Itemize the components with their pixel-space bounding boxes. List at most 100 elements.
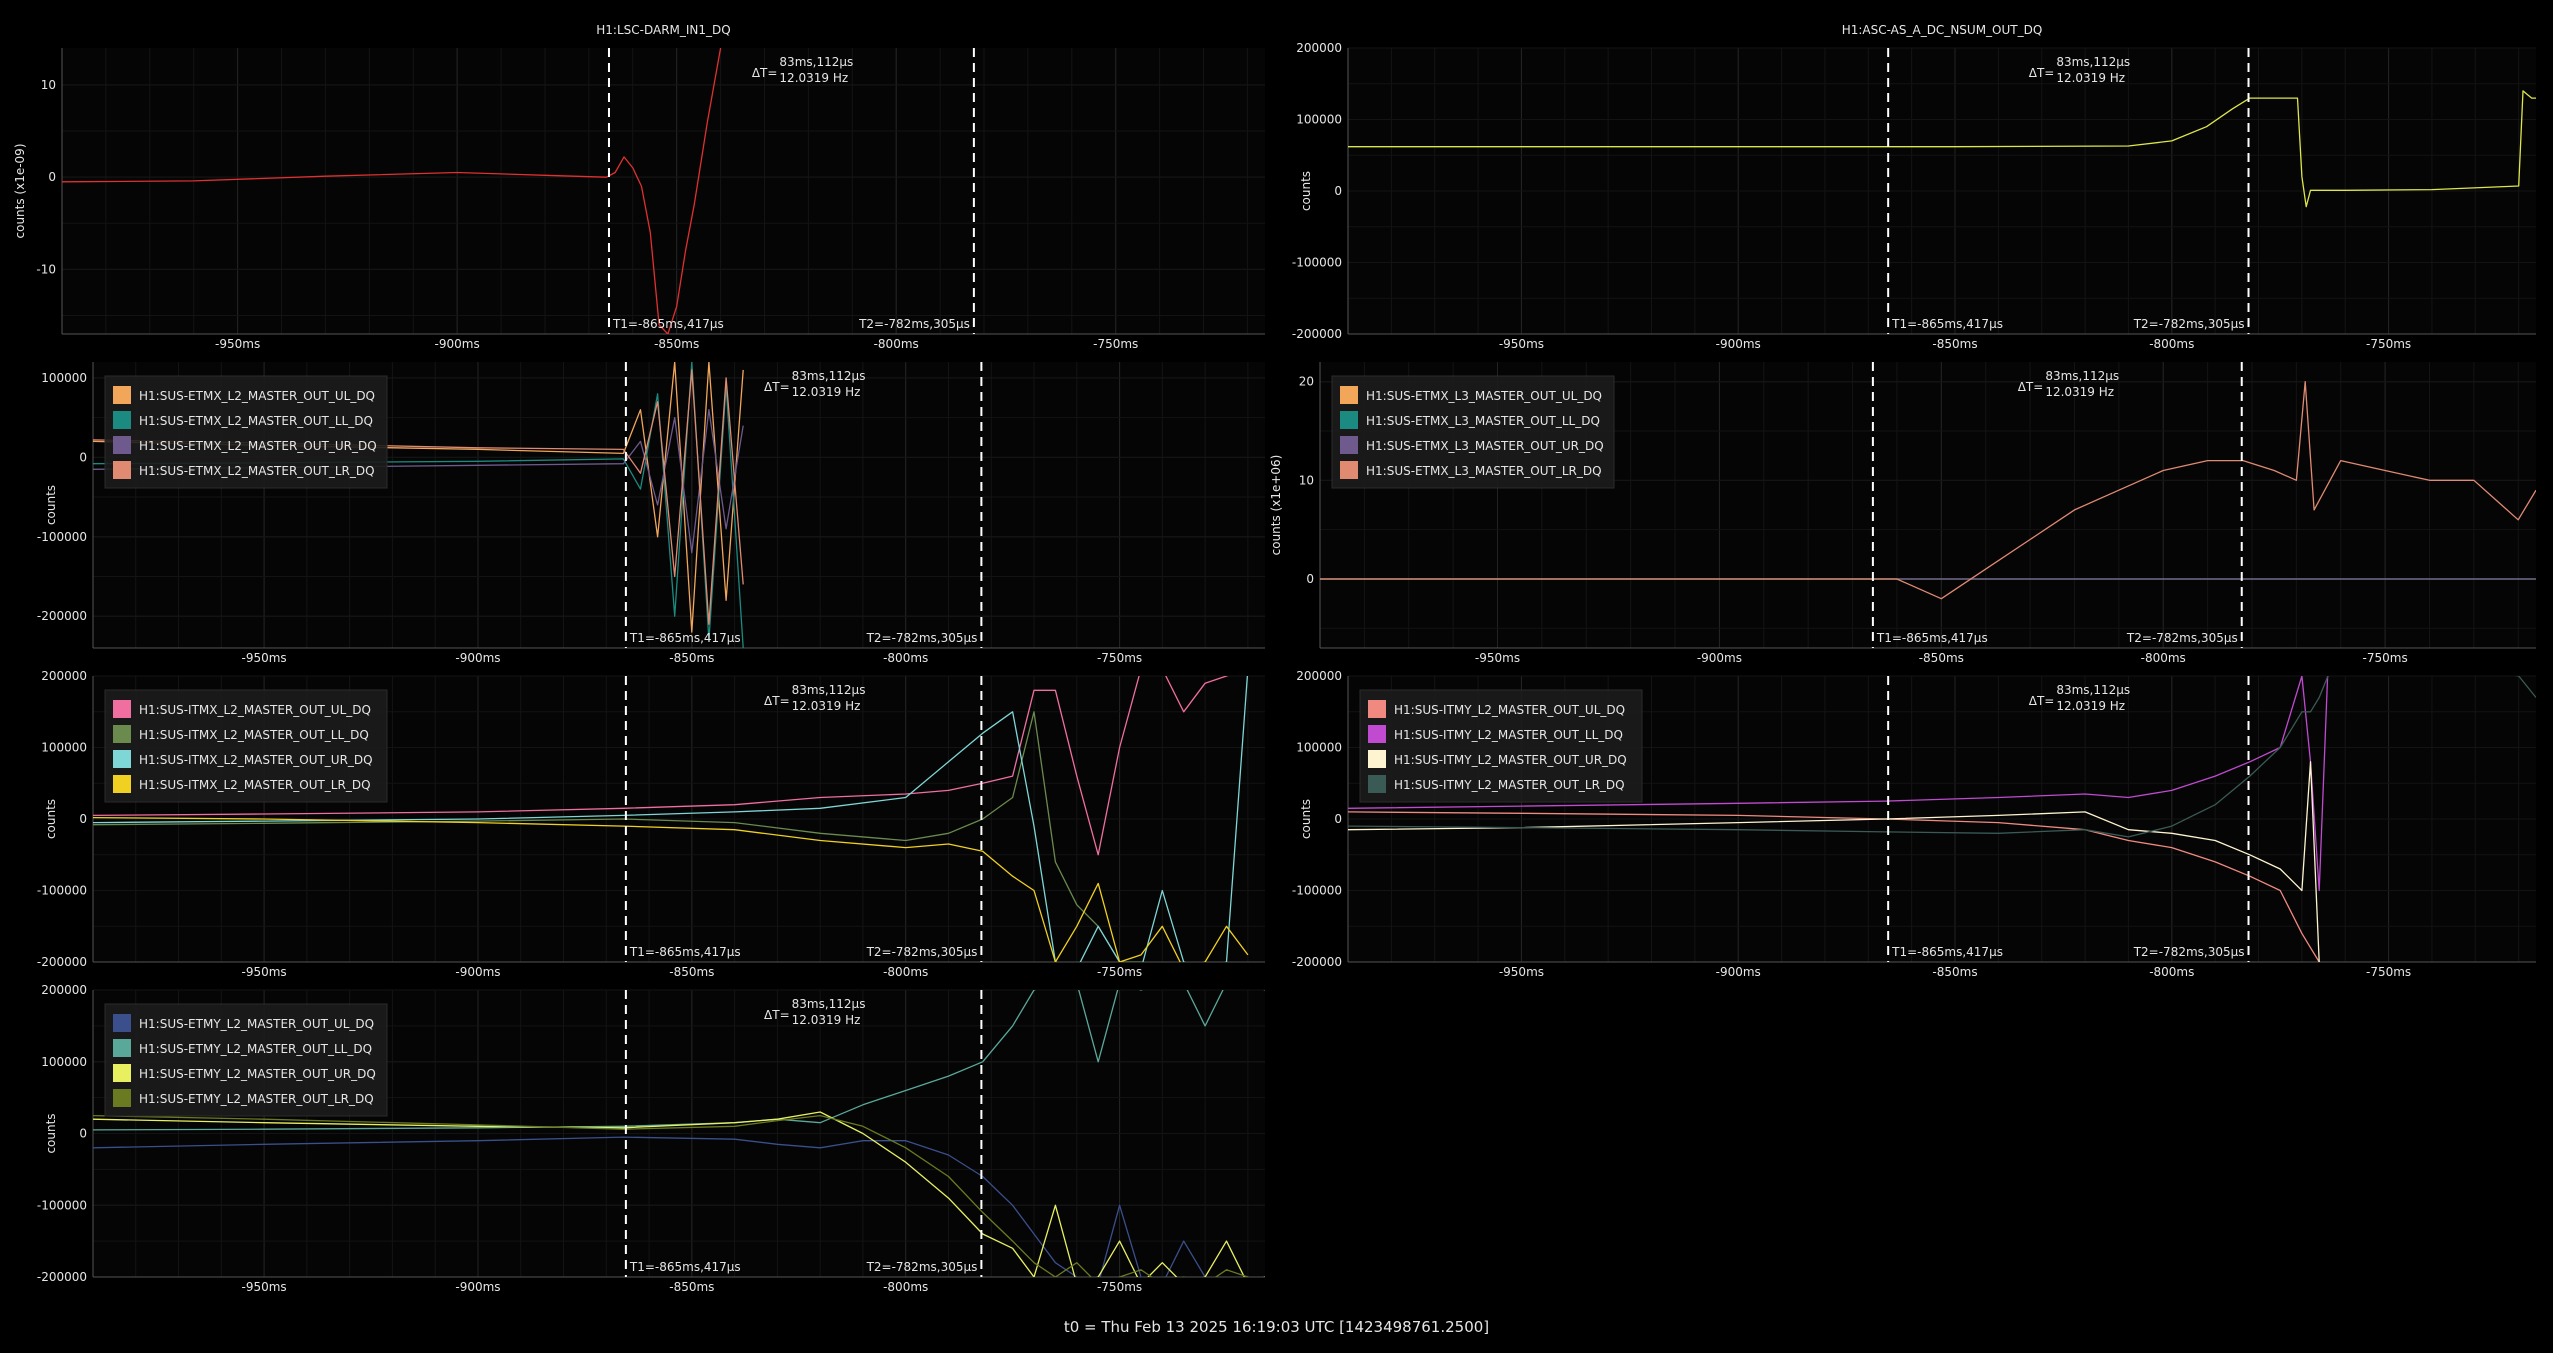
cursor-t2-label: T2=-782ms,305µs — [866, 945, 978, 959]
x-tick-label: -950ms — [242, 965, 287, 979]
series-group — [1348, 90, 2536, 208]
series-line-4 — [1348, 676, 2536, 838]
x-tick-label: -900ms — [455, 965, 500, 979]
legend-swatch — [1368, 725, 1386, 743]
x-tick-label: -800ms — [883, 965, 928, 979]
y-axis-label: counts (x1e-09) — [13, 143, 27, 238]
legend-swatch — [113, 1039, 131, 1057]
x-tick-label: -750ms — [1097, 965, 1142, 979]
series-line-3 — [93, 409, 744, 554]
cursor-t2-label: T2=-782ms,305µs — [866, 631, 978, 645]
legend-swatch — [113, 750, 131, 768]
legend-label: H1:SUS-ITMX_L2_MASTER_OUT_LR_DQ — [139, 778, 371, 792]
y-tick-label: 0 — [79, 812, 87, 826]
chart-panel-2: -950ms -900ms -850ms -800ms -750ms 200000 1000… — [1292, 23, 2536, 351]
x-tick-label: -750ms — [1097, 651, 1142, 665]
series-group — [93, 990, 1265, 1277]
legend-swatch — [113, 411, 131, 429]
x-tick-label: -950ms — [1475, 651, 1520, 665]
y-tick-label: 20 — [1299, 375, 1314, 389]
y-tick-label: -100000 — [1292, 256, 1342, 270]
x-tick-label: -900ms — [1697, 651, 1742, 665]
x-tick-label: -750ms — [1093, 337, 1138, 351]
series-line-1 — [1348, 811, 2321, 962]
delta-t-frequency: 12.0319 Hz — [792, 1013, 861, 1027]
legend-swatch — [1340, 411, 1358, 429]
legend-box — [104, 375, 388, 489]
cursor-t2-label: T2=-782ms,305µs — [2133, 317, 2245, 331]
legend-label: H1:SUS-ETMX_L3_MASTER_OUT_LL_DQ — [1366, 414, 1600, 428]
cursor-t1-label: T1=-865ms,417µs — [629, 631, 741, 645]
cursor-t1-label: T1=-865ms,417µs — [1891, 945, 2003, 959]
legend-swatch — [1368, 775, 1386, 793]
x-tick-label: -950ms — [242, 1280, 287, 1294]
x-tick-label: -750ms — [2366, 337, 2411, 351]
delta-t-value: 83ms,112µs — [2056, 55, 2130, 69]
delta-t-value: 83ms,112µs — [792, 997, 866, 1011]
series-group — [1320, 381, 2536, 600]
y-tick-label: 0 — [1334, 184, 1342, 198]
footer-time-label: t0 = Thu Feb 13 2025 16:19:03 UTC [14234… — [1063, 1318, 1490, 1336]
y-tick-label: -200000 — [37, 955, 87, 969]
x-tick-label: -800ms — [883, 651, 928, 665]
delta-t-frequency: 12.0319 Hz — [2056, 699, 2125, 713]
delta-t-prefix: ΔT= — [764, 694, 790, 708]
x-tick-label: -900ms — [1716, 337, 1761, 351]
x-tick-label: -850ms — [1932, 337, 1977, 351]
y-tick-label: 200000 — [41, 983, 87, 997]
y-tick-label: -100000 — [37, 530, 87, 544]
series-line-1 — [1348, 90, 2536, 208]
x-tick-label: -750ms — [1097, 1280, 1142, 1294]
cursor-t2-label: T2=-782ms,305µs — [2133, 945, 2245, 959]
y-tick-label: 100000 — [41, 1055, 87, 1069]
legend-box — [104, 1003, 388, 1117]
x-tick-label: -950ms — [1499, 337, 1544, 351]
delta-t-prefix: ΔT= — [764, 380, 790, 394]
legend-swatch — [113, 1014, 131, 1032]
legend-swatch — [113, 700, 131, 718]
legend-box — [1331, 375, 1615, 489]
legend-label: H1:SUS-ETMY_L2_MASTER_OUT_LL_DQ — [139, 1042, 372, 1056]
y-tick-label: 200000 — [1296, 41, 1342, 55]
delta-t-frequency: 12.0319 Hz — [2045, 385, 2114, 399]
x-tick-label: -900ms — [455, 651, 500, 665]
x-tick-label: -800ms — [2141, 651, 2186, 665]
delta-t-prefix: ΔT= — [2029, 66, 2055, 80]
y-tick-label: 200000 — [1296, 669, 1342, 683]
x-tick-label: -800ms — [2149, 337, 2194, 351]
series-line-2 — [93, 362, 744, 648]
cursor-t1-label: T1=-865ms,417µs — [1876, 631, 1988, 645]
y-tick-label: 0 — [48, 170, 56, 184]
y-tick-label: -100000 — [37, 884, 87, 898]
series-group — [62, 48, 722, 334]
series-line-4 — [1320, 381, 2536, 600]
series-line-4 — [93, 816, 1249, 962]
delta-t-prefix: ΔT= — [2029, 694, 2055, 708]
delta-t-frequency: 12.0319 Hz — [792, 699, 861, 713]
legend-label: H1:SUS-ITMX_L2_MASTER_OUT_UL_DQ — [139, 703, 371, 717]
legend-label: H1:SUS-ITMY_L2_MASTER_OUT_UL_DQ — [1394, 703, 1625, 717]
legend-label: H1:SUS-ITMY_L2_MASTER_OUT_LR_DQ — [1394, 778, 1625, 792]
x-tick-label: -850ms — [669, 651, 714, 665]
y-tick-label: 10 — [1299, 473, 1314, 487]
delta-t-frequency: 12.0319 Hz — [2056, 71, 2125, 85]
legend-label: H1:SUS-ETMX_L3_MASTER_OUT_UL_DQ — [1366, 389, 1602, 403]
x-tick-label: -950ms — [1499, 965, 1544, 979]
legend-label: H1:SUS-ITMY_L2_MASTER_OUT_UR_DQ — [1394, 753, 1627, 767]
chart-panel-1: -950ms -900ms -850ms -800ms -750ms 10 0 -10 H1:L… — [13, 23, 1265, 351]
chart-title: H1:ASC-AS_A_DC_NSUM_OUT_DQ — [1842, 23, 2043, 37]
legend-label: H1:SUS-ETMY_L2_MASTER_OUT_LR_DQ — [139, 1092, 374, 1106]
delta-t-prefix: ΔT= — [752, 66, 778, 80]
y-axis-label: counts — [1299, 799, 1313, 839]
y-tick-label: 0 — [1334, 812, 1342, 826]
delta-t-frequency: 12.0319 Hz — [792, 385, 861, 399]
plot-area — [62, 48, 1265, 334]
legend-swatch — [113, 1089, 131, 1107]
delta-t-value: 83ms,112µs — [792, 683, 866, 697]
y-axis-label: counts — [44, 485, 58, 525]
x-tick-label: -750ms — [2363, 651, 2408, 665]
legend-swatch — [1368, 750, 1386, 768]
legend-box — [1359, 689, 1643, 803]
series-line-1 — [93, 362, 744, 633]
